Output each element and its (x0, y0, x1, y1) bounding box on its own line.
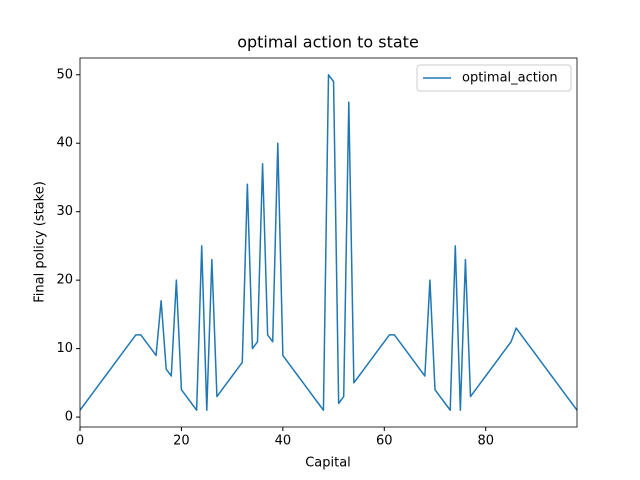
plot-frame (79, 57, 578, 428)
chart-title: optimal action to state (237, 33, 419, 52)
legend-box (416, 64, 572, 92)
x-tick-label: 0 (76, 434, 84, 449)
y-axis-label: Final policy (stake) (33, 181, 48, 303)
y-tick-label: 10 (56, 341, 73, 356)
y-tick-label: 30 (56, 204, 73, 219)
x-tick-label: 20 (173, 434, 190, 449)
y-tick-label: 40 (56, 136, 73, 151)
data-line (79, 74, 578, 411)
x-tick-label: 40 (275, 434, 292, 449)
y-tick-label: 50 (56, 67, 73, 82)
x-tick-label: 80 (477, 434, 494, 449)
y-tick-label: 20 (56, 273, 73, 288)
y-tick-label: 0 (65, 410, 73, 425)
x-tick-label: 60 (376, 434, 393, 449)
x-axis-label: Capital (305, 456, 351, 471)
legend-label: optimal_action (462, 71, 558, 86)
